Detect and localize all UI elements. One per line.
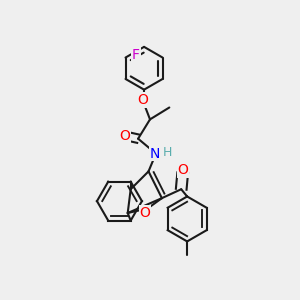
Text: O: O	[137, 93, 148, 107]
Text: N: N	[149, 147, 160, 160]
Text: H: H	[163, 146, 172, 159]
Text: F: F	[132, 48, 140, 62]
Text: O: O	[177, 163, 188, 177]
Text: O: O	[140, 206, 150, 220]
Text: O: O	[119, 129, 130, 143]
